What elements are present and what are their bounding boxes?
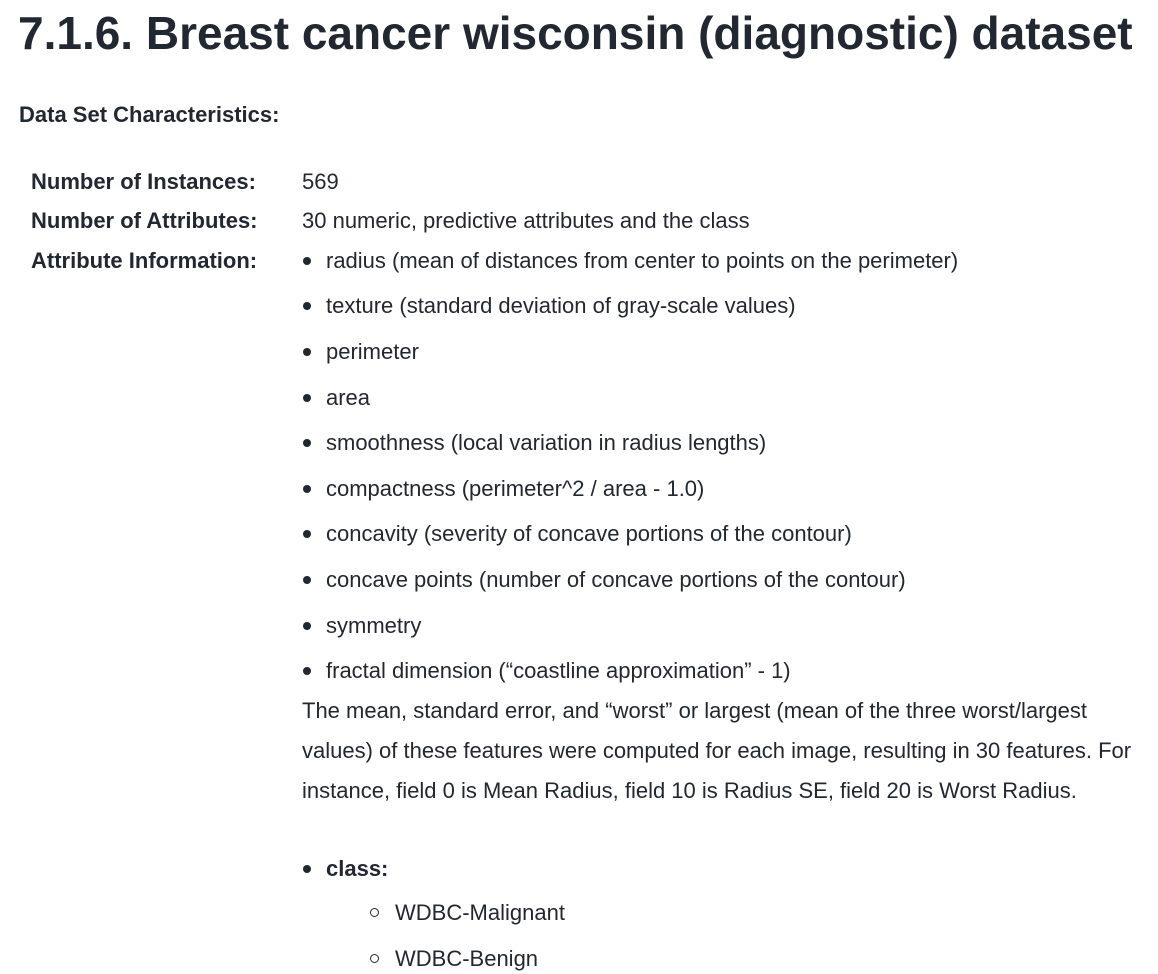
- attribute-item: symmetry: [326, 613, 422, 638]
- class-item: WDBC-Malignant: [395, 900, 565, 925]
- field-label: Number of Instances:: [31, 169, 256, 194]
- bullet: [303, 302, 311, 310]
- bullet: [303, 485, 311, 493]
- class-item: WDBC-Benign: [395, 946, 539, 971]
- bullet: [303, 576, 311, 584]
- attribute-item: compactness (perimeter^2 / area - 1.0): [326, 476, 705, 501]
- bullet: [303, 394, 311, 402]
- bullet: [303, 257, 311, 265]
- section-heading: Data Set Characteristics:: [19, 102, 280, 127]
- attribute-item: smoothness (local variation in radius le…: [326, 430, 767, 455]
- bullet: [303, 530, 311, 538]
- attribute-item: fractal dimension (“coastline approximat…: [326, 658, 791, 683]
- bullet: [303, 865, 311, 873]
- attribute-item: radius (mean of distances from center to…: [326, 248, 959, 273]
- page-title: 7.1.6. Breast cancer wisconsin (diagnost…: [18, 7, 1133, 59]
- field-value: 569: [302, 169, 339, 194]
- sub-bullet: [370, 908, 379, 917]
- attribute-note: The mean, standard error, and “worst” or…: [302, 698, 1132, 803]
- bullet: [303, 348, 311, 356]
- bullet: [303, 439, 311, 447]
- sub-bullet: [370, 954, 379, 963]
- field-value: 30 numeric, predictive attributes and th…: [302, 208, 750, 233]
- class-label: class:: [326, 856, 389, 881]
- attribute-item: concavity (severity of concave portions …: [326, 521, 852, 546]
- attribute-item: texture (standard deviation of gray-scal…: [326, 293, 796, 318]
- bullet: [303, 667, 311, 675]
- field-label: Number of Attributes:: [31, 208, 258, 233]
- field-label: Attribute Information:: [31, 248, 258, 273]
- attribute-item: perimeter: [326, 339, 419, 364]
- attribute-item: area: [326, 385, 371, 410]
- bullet: [303, 622, 311, 630]
- attribute-item: concave points (number of concave portio…: [326, 567, 906, 592]
